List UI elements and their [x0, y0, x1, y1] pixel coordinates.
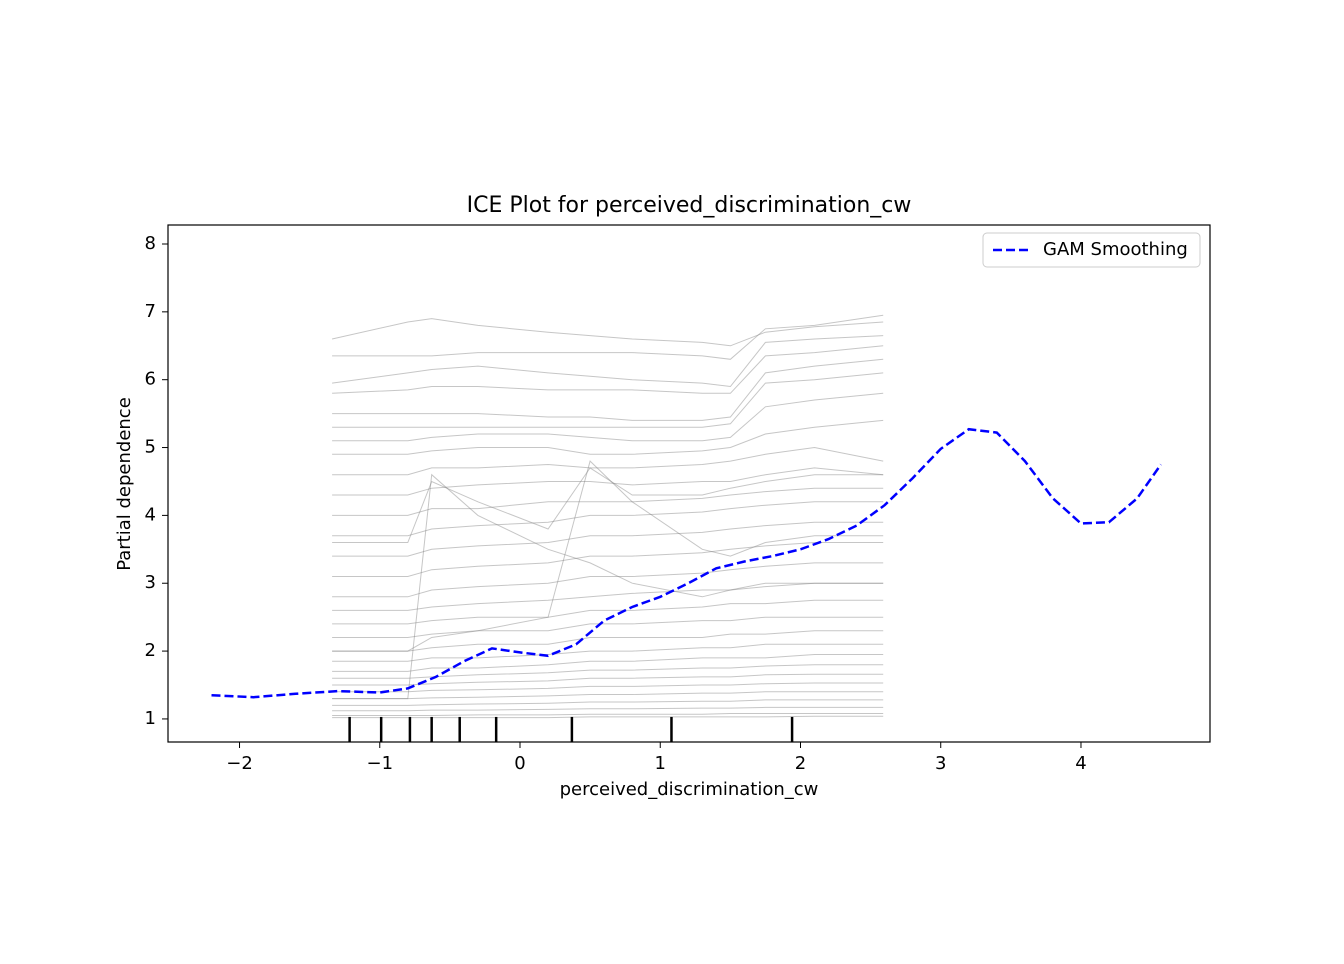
x-tick-label: −2 — [226, 753, 253, 774]
ice-line — [332, 501, 884, 537]
ice-line — [332, 392, 884, 442]
x-tick-label: 4 — [1075, 753, 1086, 774]
x-tick-label: 0 — [514, 753, 525, 774]
gam-line — [211, 427, 1162, 699]
ice-line — [332, 345, 884, 394]
ice-line — [332, 616, 884, 638]
ice-line — [332, 691, 884, 700]
x-tick-label: −1 — [366, 753, 393, 774]
y-tick-label: 6 — [145, 369, 156, 390]
legend-label: GAM Smoothing — [1043, 239, 1188, 260]
ice-line — [331, 318, 884, 347]
ice-line — [332, 521, 884, 557]
ice-line — [332, 335, 884, 388]
ice-line — [332, 630, 884, 652]
y-axis-label: Partial dependence — [114, 397, 135, 571]
ice-line — [332, 419, 884, 455]
x-axis-label: perceived_discrimination_cw — [560, 779, 819, 800]
y-tick-label: 1 — [145, 708, 156, 729]
ice-line — [332, 713, 884, 716]
ice-line — [332, 473, 884, 700]
plot-frame — [167, 224, 1211, 743]
ice-line — [332, 673, 884, 686]
y-tick-label: 3 — [145, 572, 156, 593]
legend-box — [982, 232, 1201, 268]
y-tick-label: 4 — [145, 504, 156, 525]
ice-line — [332, 562, 884, 598]
ice-line — [332, 314, 884, 360]
ice-line — [332, 682, 884, 693]
x-tick-label: 3 — [935, 753, 946, 774]
ice-line — [332, 467, 884, 496]
ice-line — [332, 446, 884, 476]
ice-line — [332, 542, 884, 577]
chart-title: ICE Plot for perceived_discrimination_cw — [467, 193, 912, 218]
ice-line — [332, 372, 884, 428]
ice-line — [332, 654, 884, 672]
y-tick-label: 2 — [145, 640, 156, 661]
ice-line — [332, 699, 884, 706]
y-tick-label: 7 — [145, 301, 156, 322]
ice-line — [332, 643, 884, 662]
ice-line — [332, 487, 884, 516]
y-tick-label: 5 — [145, 437, 156, 458]
ice-line — [332, 664, 884, 679]
ice-line — [332, 715, 884, 719]
x-tick-label: 2 — [795, 753, 806, 774]
ice-line — [332, 706, 884, 712]
x-tick-label: 1 — [655, 753, 666, 774]
ice-line — [332, 460, 884, 652]
ice-line — [332, 582, 884, 611]
ice-line — [332, 358, 884, 421]
y-tick-label: 8 — [145, 233, 156, 254]
ice-line — [332, 467, 884, 543]
ice-line — [332, 599, 884, 625]
